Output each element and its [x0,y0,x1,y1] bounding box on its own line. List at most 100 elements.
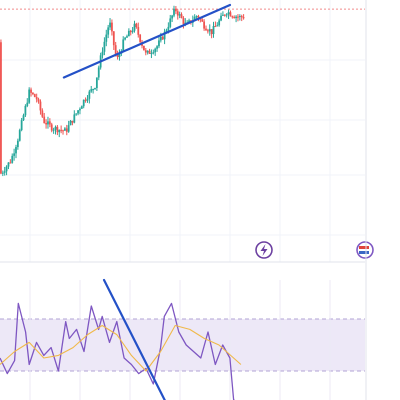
candle-body [5,166,8,172]
candle-body [159,36,162,41]
candle-body [205,28,207,31]
candle-body [242,17,245,19]
candle-body [178,14,181,16]
candle-body [139,34,142,42]
candle-body [133,23,136,31]
candle-body [28,89,31,103]
candle-body [220,15,222,21]
candle-body [58,129,61,133]
candle-body [101,51,104,56]
candle-body [156,46,158,49]
candle-body [223,14,226,16]
candle-body [60,129,63,131]
flag-stripe-bottom [359,251,369,254]
candle-body [37,99,40,102]
candle-body [118,53,121,58]
candle-body [18,130,21,141]
flag-icon [356,241,374,259]
candle-body [43,116,46,124]
candle-body [69,120,72,126]
lightning-icon [255,241,273,259]
candle-body [3,171,6,173]
candle-body [167,26,170,31]
candle-body [65,128,68,132]
candle-body [206,30,209,32]
candle-body [240,15,243,18]
candle-body [218,20,221,26]
candle-body [35,97,38,100]
oscillator-panel [0,278,365,400]
candle-body [214,26,217,28]
candle-body [52,129,55,131]
candle-body [11,155,14,163]
candle-body [124,37,126,40]
candle-body [107,27,110,35]
candle-body [161,36,164,40]
candle-body [94,88,96,90]
candle-body [41,110,44,117]
candle-body [182,17,185,24]
candle-body [174,8,177,12]
candle-body [86,98,89,101]
candle-body [116,54,119,58]
candle-body [144,50,147,53]
candle-body [229,12,232,17]
candle-body [176,11,179,16]
candle-body [146,50,149,53]
candle-body [201,19,204,22]
candle-body [0,42,2,174]
candle-body [195,16,198,18]
candle-body [47,121,49,125]
candle-body [13,153,16,156]
candle-body [163,31,166,40]
candle-body [45,123,47,125]
candle-body [126,36,128,38]
candle-body [84,99,87,101]
candle-body [15,147,17,154]
candle-body [56,126,59,133]
candle-body [193,16,196,21]
candle-body [30,89,32,93]
candle-body [16,140,19,148]
candle-body [79,108,81,111]
candle-body [1,172,4,174]
candle-body [122,39,125,52]
candle-body [71,120,74,123]
candle-body [112,31,115,46]
candle-body [54,126,57,130]
candle-body [222,14,224,16]
candle-body [97,67,100,78]
candle-body [48,121,51,125]
candle-body [75,113,78,115]
candle-body [173,8,175,16]
candle-body [180,14,183,18]
price-trendline [62,3,232,79]
candle-body [135,23,138,28]
candle-body [158,40,160,47]
candle-body [33,94,36,98]
oscillator-band [0,319,365,371]
flag-stripe-mid [359,249,369,251]
candle-body [105,34,108,42]
candle-body [203,21,206,29]
candle-body [188,20,190,23]
candle-body [165,30,168,32]
candle-body [238,15,241,17]
candle-body [92,89,95,91]
candle-body [103,41,106,52]
candle-body [109,22,111,28]
candle-body [9,162,12,164]
candle-body [137,27,140,35]
candle-body [208,29,211,32]
candle-body [90,89,93,92]
oscillator-trendline [102,278,166,400]
candle-body [20,120,23,131]
candle-body [197,16,200,19]
candle-body [129,30,132,33]
candle-body [152,52,155,54]
price-panel [0,0,374,262]
candle-body [143,45,145,51]
candle-body [7,162,10,167]
candle-body [154,48,157,53]
candle-body [210,29,213,35]
